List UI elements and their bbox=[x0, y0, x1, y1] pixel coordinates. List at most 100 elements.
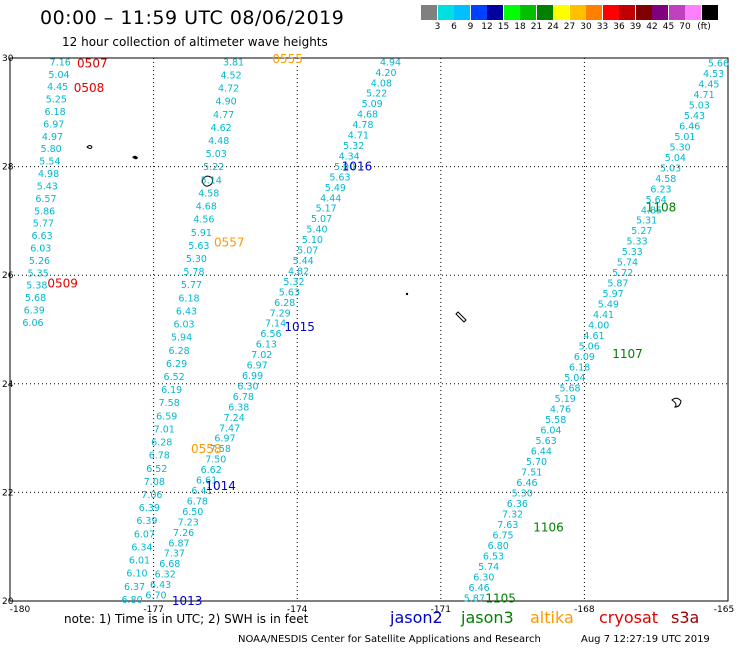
swh-value: 7.50 bbox=[205, 455, 226, 466]
swh-value: 6.39 bbox=[24, 306, 45, 317]
swh-value: 5.91 bbox=[191, 228, 212, 239]
swh-value: 5.04 bbox=[564, 373, 585, 384]
swh-value: 6.03 bbox=[30, 244, 51, 255]
scale-swatch bbox=[454, 5, 470, 20]
scale-swatch bbox=[635, 5, 652, 20]
legend-s3a: s3a bbox=[671, 608, 700, 627]
swh-value: 7.01 bbox=[154, 424, 175, 435]
swh-value: 5.63 bbox=[329, 172, 350, 183]
swh-value: 6.28 bbox=[274, 298, 295, 309]
scale-label: 15 bbox=[497, 22, 510, 32]
island bbox=[201, 175, 213, 187]
swh-value: 5.68 bbox=[25, 293, 46, 304]
swh-value: 5.72 bbox=[612, 268, 633, 279]
scale-swatch bbox=[421, 5, 437, 20]
swh-value: 6.80 bbox=[121, 595, 142, 606]
swh-value: 6.43 bbox=[176, 306, 197, 317]
swh-value: 7.51 bbox=[521, 467, 542, 478]
swh-value: 5.94 bbox=[171, 333, 192, 344]
pass-time-label: 0508 bbox=[74, 81, 105, 95]
swh-value: 4.94 bbox=[380, 57, 401, 68]
scale-swatch bbox=[536, 5, 553, 20]
swh-value: 4.48 bbox=[208, 136, 229, 147]
scale-swatch bbox=[701, 5, 718, 20]
footer-credit: NOAA/NESDIS Center for Satellite Applica… bbox=[238, 634, 541, 645]
swh-value: 6.30 bbox=[473, 572, 494, 583]
swh-value: 5.03 bbox=[689, 100, 710, 111]
swh-value: 3.81 bbox=[223, 57, 244, 68]
swh-value: 5.07 bbox=[297, 246, 318, 257]
swh-value: 7.24 bbox=[224, 413, 245, 424]
swh-value: 5.78 bbox=[183, 267, 204, 278]
swh-value: 5.22 bbox=[366, 89, 387, 100]
scale-unit: (ft) bbox=[697, 22, 711, 32]
pass-time-label: 1105 bbox=[485, 591, 516, 605]
swh-value: 5.63 bbox=[536, 436, 557, 447]
island bbox=[455, 311, 467, 323]
pass-time-label: 0555 bbox=[272, 52, 303, 66]
swh-value: 6.97 bbox=[43, 119, 64, 130]
swh-value: 6.44 bbox=[531, 446, 552, 457]
footer-timestamp: Aug 7 12:27:19 UTC 2019 bbox=[581, 634, 710, 645]
swh-value: 5.77 bbox=[181, 280, 202, 291]
swh-value: 6.18 bbox=[44, 107, 65, 118]
islands bbox=[86, 145, 682, 408]
lat-tick-label: 24 bbox=[2, 380, 14, 390]
scale-label: 30 bbox=[580, 22, 592, 32]
swh-value: 5.17 bbox=[316, 204, 337, 215]
swh-value: 6.78 bbox=[187, 496, 208, 507]
pass-time-label: 1014 bbox=[205, 479, 236, 493]
pass-time-label: 1013 bbox=[172, 594, 203, 608]
swh-value: 7.58 bbox=[159, 398, 180, 409]
scale-swatch bbox=[520, 5, 536, 20]
swh-value: 4.77 bbox=[213, 110, 234, 121]
swh-value: 5.54 bbox=[39, 157, 60, 168]
swh-value: 6.57 bbox=[35, 194, 56, 205]
swh-value: 6.07 bbox=[134, 529, 155, 540]
lon-tick-label: -180 bbox=[10, 605, 31, 615]
scale-label: 33 bbox=[596, 22, 609, 32]
lat-tick-label: 28 bbox=[2, 163, 14, 173]
swh-value: 4.76 bbox=[550, 405, 571, 416]
pass-time-label: 1107 bbox=[612, 347, 643, 361]
swh-value: 6.29 bbox=[166, 359, 187, 370]
scale-swatch bbox=[437, 5, 454, 20]
scale-label: 27 bbox=[563, 22, 576, 32]
swh-value: 4.45 bbox=[47, 82, 68, 93]
scale-swatch bbox=[487, 5, 503, 20]
swh-value: 5.66 bbox=[708, 58, 729, 69]
swh-value: 6.61 bbox=[196, 476, 217, 487]
swh-value: 5.63 bbox=[279, 287, 300, 298]
swh-value: 5.27 bbox=[631, 226, 652, 237]
swh-value: 4.72 bbox=[218, 84, 239, 95]
swh-value: 5.09 bbox=[362, 99, 383, 110]
swh-value: 5.03 bbox=[660, 163, 681, 174]
swh-value: 6.32 bbox=[155, 570, 176, 581]
swh-value: 4.78 bbox=[352, 120, 373, 131]
swh-value: 4.34 bbox=[339, 151, 360, 162]
swh-value: 6.59 bbox=[156, 411, 177, 422]
swh-value: 5.87 bbox=[464, 593, 485, 604]
swh-value: 6.04 bbox=[540, 425, 561, 436]
scale-label: 45 bbox=[662, 22, 675, 32]
swh-value: 5.80 bbox=[41, 144, 62, 155]
swh-value: 5.43 bbox=[37, 181, 58, 192]
island bbox=[671, 397, 682, 408]
swh-value: 4.71 bbox=[693, 90, 714, 101]
swh-value: 6.13 bbox=[256, 340, 277, 351]
swh-value: 4.61 bbox=[583, 331, 604, 342]
swh-value: 5.33 bbox=[622, 247, 643, 258]
swh-value: 7.37 bbox=[164, 549, 185, 560]
swh-value: 5.68 bbox=[559, 384, 580, 395]
scale-label: 36 bbox=[613, 22, 625, 32]
swh-value: 5.25 bbox=[46, 95, 67, 106]
scale-label: 6 bbox=[451, 22, 457, 32]
lon-tick-label: -174 bbox=[287, 605, 308, 615]
swh-value: 5.58 bbox=[545, 415, 566, 426]
swh-value: 4.82 bbox=[288, 266, 309, 277]
swh-value: 6.19 bbox=[161, 385, 182, 396]
pass-time-label: 1016 bbox=[342, 160, 373, 174]
swh-value: 4.90 bbox=[216, 97, 237, 108]
swh-value: 6.41 bbox=[191, 486, 212, 497]
